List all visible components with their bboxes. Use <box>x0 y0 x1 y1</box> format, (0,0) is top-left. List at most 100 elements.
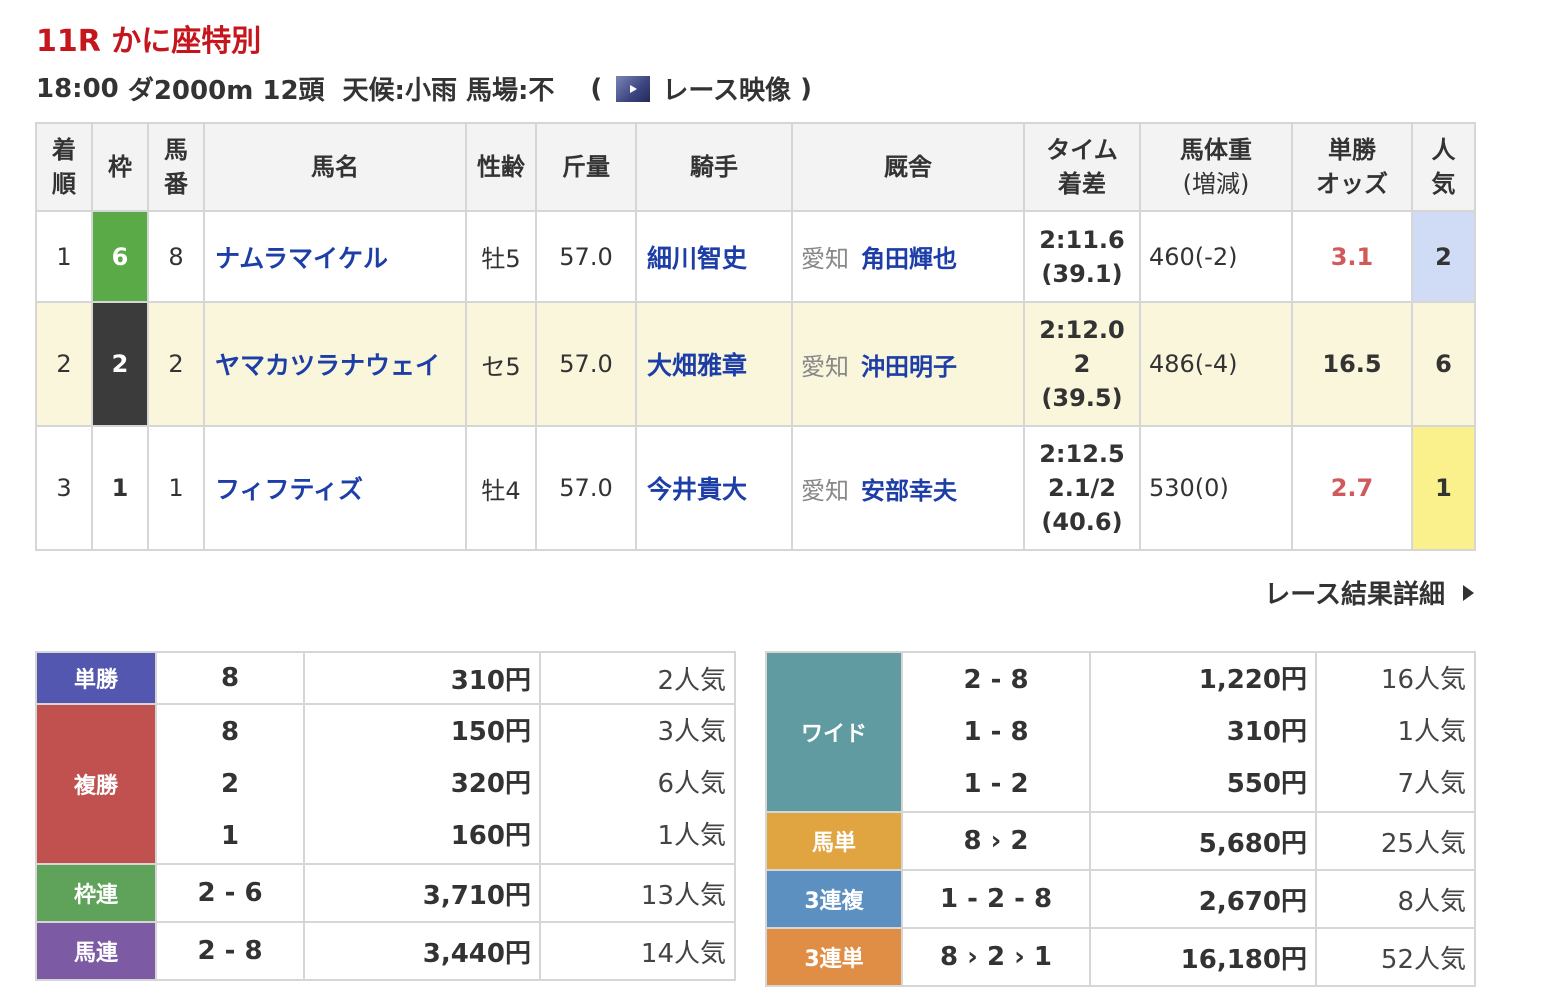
header-num: 馬番 <box>147 122 205 212</box>
header-frame: 枠 <box>91 122 149 212</box>
payout-combo: 8 › 2 › 1 <box>901 927 1091 987</box>
payout-popularity: 25人気 <box>1315 811 1476 871</box>
sex-age: セ5 <box>465 301 537 427</box>
horse-name-link[interactable]: ナムラマイケル <box>203 210 467 303</box>
payout-row-umatan: 馬単 8 › 2 5,680円 25人気 <box>765 811 1476 871</box>
header-popularity: 人気 <box>1411 122 1476 212</box>
body-weight: 460(-2) <box>1139 210 1293 303</box>
payout-yen: 2,670円 <box>1089 869 1317 929</box>
horse-name-link[interactable]: フィフティズ <box>203 425 467 551</box>
trainer-link[interactable]: 角田輝也 <box>861 245 957 273</box>
stable-area: 愛知 <box>801 476 849 505</box>
umaren-label: 馬連 <box>35 921 157 981</box>
payout-combo: 8 <box>155 651 305 705</box>
payout-combo: 2 - 8 <box>155 921 305 981</box>
video-thumbnail-icon[interactable] <box>616 75 651 102</box>
result-header-row: 着順 枠 馬番 馬名 性齢 斤量 騎手 厩舎 タイム 着差 馬体重 (増減) 単勝オ… <box>35 122 1476 212</box>
result-table: 着順 枠 馬番 馬名 性齢 斤量 騎手 厩舎 タイム 着差 馬体重 (増減) 単勝オ… <box>35 122 1476 551</box>
header-body-weight: 馬体重 (増減) <box>1139 122 1293 212</box>
kinryo: 57.0 <box>535 425 637 551</box>
wakuren-label: 枠連 <box>35 863 157 923</box>
payout-row-tansho: 単勝 8 310円 2人気 <box>35 651 736 705</box>
table-row: 3 1 1 フィフティズ 牡4 57.0 今井貴大 愛知 安部幸夫 2:12.5 2… <box>35 425 1476 551</box>
race-detail-link[interactable]: レース結果詳細 <box>1264 574 1474 611</box>
win-odds: 3.1 <box>1291 210 1413 303</box>
payout-yen: 150円 320円 160円 <box>303 703 541 865</box>
stable-cell: 愛知 安部幸夫 <box>791 425 1025 551</box>
stable-area: 愛知 <box>801 245 849 273</box>
rank: 3 <box>35 425 93 551</box>
payout-combo: 2 - 6 <box>155 863 305 923</box>
triangle-right-icon <box>1463 584 1474 601</box>
race-course: ダ2000m <box>127 76 254 106</box>
fukusho-label: 複勝 <box>35 703 157 865</box>
header-horse: 馬名 <box>203 122 467 212</box>
win-odds: 16.5 <box>1291 301 1413 427</box>
stable-cell: 愛知 沖田明子 <box>791 301 1025 427</box>
win-odds: 2.7 <box>1291 425 1413 551</box>
payout-popularity: 2人気 <box>539 651 736 705</box>
stable-area: 愛知 <box>801 352 849 381</box>
sex-age: 牡4 <box>465 425 537 551</box>
payout-row-sanrenpuku: 3連複 1 - 2 - 8 2,670円 8人気 <box>765 869 1476 929</box>
frame-badge: 2 <box>91 301 149 427</box>
payout-combo: 8 › 2 <box>901 811 1091 871</box>
kinryo: 57.0 <box>535 301 637 427</box>
popularity: 6 <box>1411 301 1476 427</box>
race-info: 18:00 ダ2000m 12頭 天候:小雨 馬場:不 (レース映像 ) <box>36 70 812 107</box>
body-weight: 530(0) <box>1139 425 1293 551</box>
rank: 1 <box>35 210 93 303</box>
tansho-label: 単勝 <box>35 651 157 705</box>
jockey-link[interactable]: 今井貴大 <box>635 425 793 551</box>
popularity: 1 <box>1411 425 1476 551</box>
payout-yen: 310円 <box>303 651 541 705</box>
time-cell: 2:12.5 2.1/2 (40.6) <box>1023 425 1141 551</box>
payout-yen: 16,180円 <box>1089 927 1317 987</box>
stable-cell: 愛知 角田輝也 <box>791 210 1025 303</box>
race-detail-label[interactable]: レース結果詳細 <box>1264 580 1445 610</box>
jockey-link[interactable]: 細川智史 <box>635 210 793 303</box>
horse-number: 8 <box>147 210 205 303</box>
race-video-link[interactable]: レース映像 <box>662 76 792 106</box>
umatan-label: 馬単 <box>765 811 903 871</box>
kinryo: 57.0 <box>535 210 637 303</box>
payout-row-sanrentan: 3連単 8 › 2 › 1 16,180円 52人気 <box>765 927 1476 987</box>
sanrenpuku-label: 3連複 <box>765 869 903 929</box>
paren-open: ( <box>590 73 603 104</box>
table-row: 1 6 8 ナムラマイケル 牡5 57.0 細川智史 愛知 角田輝也 2:11.6… <box>35 210 1476 303</box>
jockey-link[interactable]: 大畑雅章 <box>635 301 793 427</box>
table-row: 2 2 2 ヤマカツラナウェイ セ5 57.0 大畑雅章 愛知 沖田明子 2:12… <box>35 301 1476 427</box>
paren-close: ) <box>800 73 812 104</box>
frame-badge: 6 <box>91 210 149 303</box>
payout-popularity: 3人気 6人気 1人気 <box>539 703 736 865</box>
header-sex-age: 性齢 <box>465 122 537 212</box>
payout-popularity: 14人気 <box>539 921 736 981</box>
trainer-link[interactable]: 安部幸夫 <box>861 476 957 505</box>
horse-name-link[interactable]: ヤマカツラナウェイ <box>203 301 467 427</box>
rank: 2 <box>35 301 93 427</box>
race-weather: 天候:小雨 <box>342 76 457 106</box>
payout-yen: 3,710円 <box>303 863 541 923</box>
horse-number: 1 <box>147 425 205 551</box>
race-title: 11R かに座特別 <box>36 24 262 59</box>
sanrentan-label: 3連単 <box>765 927 903 987</box>
wide-label: ワイド <box>765 651 903 813</box>
header-jockey: 騎手 <box>635 122 793 212</box>
race-track: 馬場:不 <box>466 76 555 106</box>
payout-popularity: 16人気 1人気 7人気 <box>1315 651 1476 813</box>
header-kinryo: 斤量 <box>535 122 637 212</box>
race-time: 18:00 <box>36 73 119 104</box>
payout-popularity: 52人気 <box>1315 927 1476 987</box>
trainer-link[interactable]: 沖田明子 <box>861 352 957 381</box>
header-odds: 単勝 オッズ <box>1291 122 1413 212</box>
sex-age: 牡5 <box>465 210 537 303</box>
payout-row-wakuren: 枠連 2 - 6 3,710円 13人気 <box>35 863 736 923</box>
header-time: タイム 着差 <box>1023 122 1141 212</box>
horse-number: 2 <box>147 301 205 427</box>
